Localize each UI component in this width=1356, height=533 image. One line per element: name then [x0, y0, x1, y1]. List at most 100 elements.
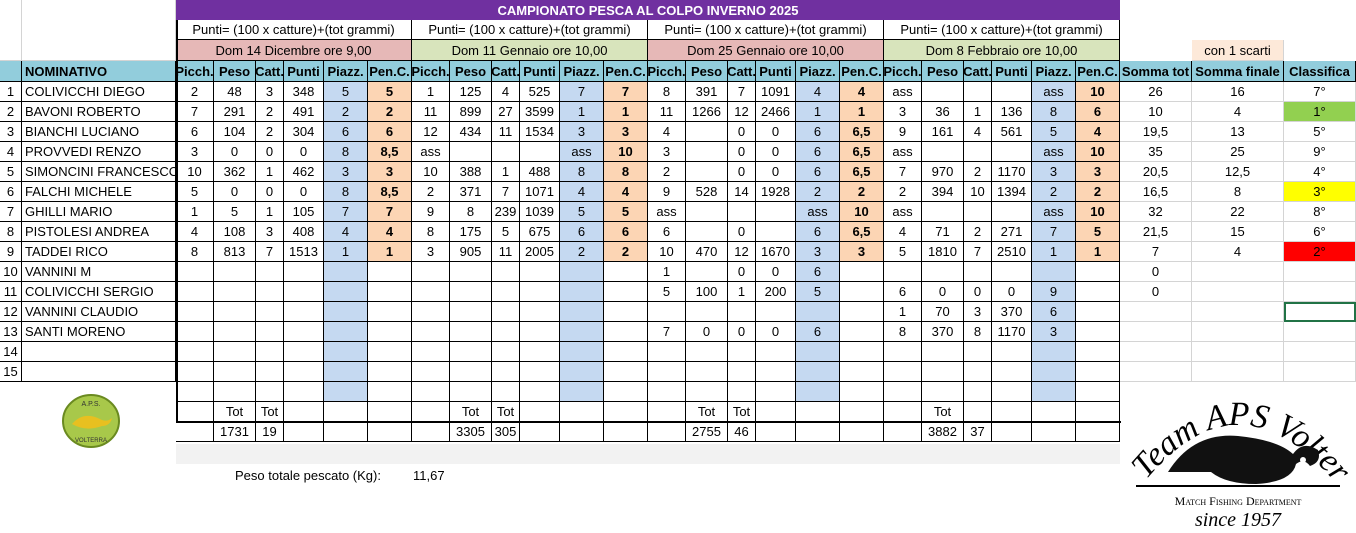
- blank-cell: [492, 382, 520, 402]
- score-cell: ass: [648, 202, 686, 222]
- score-cell: 14: [728, 182, 756, 202]
- score-cell: [604, 342, 648, 362]
- blank-cell: [884, 382, 922, 402]
- score-cell: 408: [284, 222, 324, 242]
- score-cell: [992, 362, 1032, 382]
- score-cell: 200: [756, 282, 796, 302]
- score-cell: 48: [214, 82, 256, 102]
- gray-band: [176, 444, 1120, 464]
- somma-finale: [1192, 282, 1284, 302]
- total-label: Tot: [922, 402, 964, 422]
- row-number: 8: [0, 222, 22, 242]
- score-cell: 6,5: [840, 222, 884, 242]
- classifica: 9°: [1284, 142, 1356, 162]
- total-cell: [1076, 422, 1120, 442]
- score-cell: 27: [492, 102, 520, 122]
- total-cell: [756, 402, 796, 422]
- total-label: Tot: [256, 402, 284, 422]
- score-cell: 0: [686, 322, 728, 342]
- score-cell: [324, 282, 368, 302]
- score-cell: 6: [1076, 102, 1120, 122]
- score-cell: [324, 302, 368, 322]
- column-header: Peso: [214, 61, 256, 82]
- score-cell: 271: [992, 222, 1032, 242]
- score-cell: [256, 302, 284, 322]
- score-cell: 1: [604, 102, 648, 122]
- column-header: Punti: [756, 61, 796, 82]
- score-cell: 1810: [922, 242, 964, 262]
- score-cell: [520, 322, 560, 342]
- blank-cell: [796, 382, 840, 402]
- score-cell: 2: [604, 242, 648, 262]
- score-cell: 2: [964, 222, 992, 242]
- score-cell: 7: [604, 82, 648, 102]
- column-header: Pen.C.: [1076, 61, 1120, 82]
- score-cell: 1: [256, 162, 284, 182]
- column-header: Piazz.: [796, 61, 840, 82]
- column-header: Picch.: [884, 61, 922, 82]
- score-cell: 0: [214, 142, 256, 162]
- player-name: TADDEI RICO: [22, 242, 176, 262]
- scarti: con 1 scarti: [1192, 40, 1284, 61]
- total-label: Tot: [492, 402, 520, 422]
- score-cell: 3: [560, 122, 604, 142]
- row-number: 2: [0, 102, 22, 122]
- score-cell: 434: [450, 122, 492, 142]
- score-cell: 175: [450, 222, 492, 242]
- score-cell: [992, 202, 1032, 222]
- total-cell: [840, 422, 884, 442]
- event-date: Dom 11 Gennaio ore 10,00: [412, 40, 648, 61]
- formula: Punti= (100 x catture)+(tot grammi): [648, 20, 884, 40]
- score-cell: [604, 282, 648, 302]
- score-cell: 491: [284, 102, 324, 122]
- score-cell: [686, 362, 728, 382]
- score-cell: 1670: [756, 242, 796, 262]
- score-cell: [728, 302, 756, 322]
- score-cell: 1: [884, 302, 922, 322]
- score-cell: [520, 262, 560, 282]
- score-cell: [964, 82, 992, 102]
- score-cell: 125: [450, 82, 492, 102]
- score-cell: 9: [412, 202, 450, 222]
- score-cell: [450, 302, 492, 322]
- score-cell: 6: [1032, 302, 1076, 322]
- blank-cell: [964, 382, 992, 402]
- score-cell: [1076, 362, 1120, 382]
- score-cell: 970: [922, 162, 964, 182]
- score-cell: 105: [284, 202, 324, 222]
- column-header: Pen.C.: [368, 61, 412, 82]
- row-number: 1: [0, 82, 22, 102]
- score-cell: 4: [368, 222, 412, 242]
- score-cell: [520, 362, 560, 382]
- score-cell: 104: [214, 122, 256, 142]
- score-cell: [450, 342, 492, 362]
- score-cell: [604, 302, 648, 322]
- total-cell: [840, 402, 884, 422]
- score-cell: 10: [412, 162, 450, 182]
- score-cell: 7: [492, 182, 520, 202]
- score-cell: 1: [648, 262, 686, 282]
- somma-finale: 8: [1192, 182, 1284, 202]
- score-cell: [1076, 322, 1120, 342]
- formula: Punti= (100 x catture)+(tot grammi): [412, 20, 648, 40]
- blank-cell: [22, 0, 176, 61]
- score-cell: 3: [964, 302, 992, 322]
- score-cell: 388: [450, 162, 492, 182]
- score-cell: ass: [412, 142, 450, 162]
- score-cell: [560, 322, 604, 342]
- title: CAMPIONATO PESCA AL COLPO INVERNO 2025: [176, 0, 1120, 20]
- score-cell: [604, 322, 648, 342]
- somma-tot: 35: [1120, 142, 1192, 162]
- score-cell: 9: [1032, 282, 1076, 302]
- score-cell: 8: [884, 322, 922, 342]
- score-cell: [214, 322, 256, 342]
- score-cell: 5: [648, 282, 686, 302]
- logo-big-department: Match Fishing Department: [1175, 494, 1302, 508]
- score-cell: 5: [368, 82, 412, 102]
- score-cell: [840, 282, 884, 302]
- row-number: 4: [0, 142, 22, 162]
- player-name: FALCHI MICHELE: [22, 182, 176, 202]
- score-cell: 8,5: [368, 182, 412, 202]
- score-cell: [884, 362, 922, 382]
- score-cell: [604, 362, 648, 382]
